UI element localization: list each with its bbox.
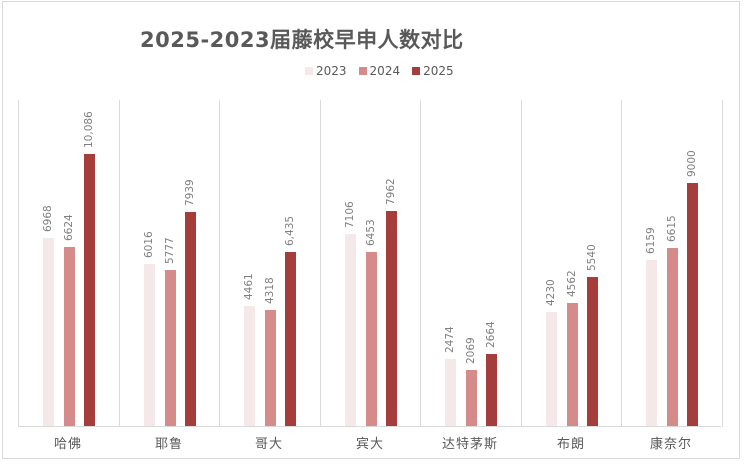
chart-title: 2025-2023届藤校早申人数对比 (140, 28, 464, 52)
bar-2023 (43, 238, 54, 426)
data-label: 6453 (365, 219, 377, 246)
category-label: 康奈尔 (649, 437, 692, 452)
bar-2024 (667, 248, 678, 426)
bar-2024 (64, 247, 75, 426)
bar-2025 (687, 183, 698, 426)
category-divider (420, 100, 421, 427)
bar-2023 (546, 312, 557, 426)
bar-2023 (144, 264, 155, 426)
category-divider (722, 100, 723, 427)
category-label: 哈佛 (53, 437, 82, 452)
data-label: 4461 (243, 273, 255, 300)
legend-label-2025: 2025 (423, 64, 454, 78)
bar-2025 (285, 252, 296, 426)
bar-2025 (386, 211, 397, 426)
data-label: 5540 (586, 244, 598, 271)
category-divider (621, 100, 622, 427)
data-label: 4562 (566, 270, 578, 297)
data-label: 4230 (545, 279, 557, 306)
category-divider (521, 100, 522, 427)
bar-2025 (486, 354, 497, 426)
data-label: 2474 (444, 326, 456, 353)
data-label: 9000 (686, 150, 698, 177)
data-label: 5777 (164, 237, 176, 264)
bar-2023 (445, 359, 456, 426)
legend-swatch-2023 (305, 67, 313, 75)
bar-2024 (567, 303, 578, 426)
data-label: 6968 (42, 205, 54, 232)
legend-label-2024: 2024 (369, 64, 401, 78)
data-label: 2069 (465, 337, 477, 364)
data-label: 7939 (184, 179, 196, 206)
data-label: 4318 (264, 277, 276, 304)
data-label: 7962 (385, 178, 397, 205)
legend-swatch-2024 (358, 67, 367, 75)
data-label: 6615 (666, 215, 678, 242)
category-divider (219, 100, 220, 427)
category-divider (320, 100, 321, 427)
category-label: 耶鲁 (154, 437, 183, 452)
category-label: 布朗 (556, 437, 585, 452)
data-label: 2664 (485, 321, 497, 348)
data-label: 6624 (63, 214, 75, 241)
data-label: 6,435 (284, 215, 296, 246)
data-label: 10,086 (83, 111, 95, 148)
bar-2024 (466, 370, 477, 426)
x-axis-line (18, 426, 721, 427)
bar-2024 (366, 252, 377, 426)
category-divider (18, 100, 19, 427)
legend-swatch-2025 (412, 67, 421, 75)
bar-2023 (345, 234, 356, 426)
legend-item-2023: 2023 (305, 64, 347, 78)
category-label: 达特茅斯 (441, 437, 498, 452)
legend-item-2024: 2024 (358, 64, 401, 78)
data-label: 6016 (143, 231, 155, 258)
bar-2025 (185, 212, 196, 426)
category-label: 宾大 (355, 437, 384, 452)
category-divider (119, 100, 120, 427)
category-label: 哥大 (254, 437, 283, 452)
bar-2024 (165, 270, 176, 426)
bar-2023 (646, 260, 657, 426)
data-label: 6159 (645, 227, 657, 254)
bar-2023 (244, 306, 255, 426)
chart-legend: 2023 2024 2025 (305, 63, 466, 79)
legend-label-2023: 2023 (316, 64, 347, 78)
bar-2025 (587, 277, 598, 426)
legend-item-2025: 2025 (412, 64, 454, 78)
bar-2025 (84, 154, 95, 426)
bar-2024 (265, 310, 276, 426)
data-label: 7106 (344, 201, 356, 228)
